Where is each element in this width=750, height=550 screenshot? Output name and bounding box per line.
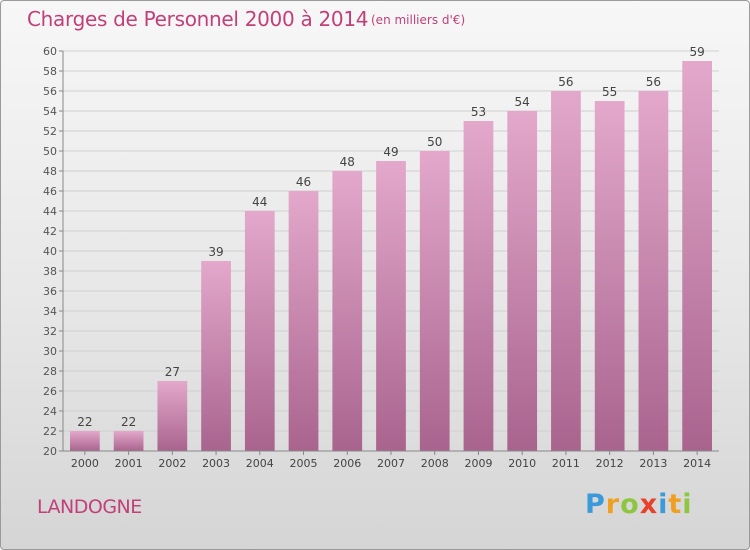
y-tick-label: 52 <box>43 125 57 138</box>
y-tick-label: 42 <box>43 225 57 238</box>
y-tick-label: 40 <box>43 245 57 258</box>
bar-2000 <box>69 431 100 451</box>
bar-2003 <box>201 261 231 451</box>
bar-2011 <box>551 91 581 451</box>
bar-2006 <box>332 171 363 451</box>
x-tick-label-2009: 2009 <box>464 457 492 470</box>
y-tick-label: 26 <box>43 385 57 398</box>
y-tick-label: 38 <box>43 265 57 278</box>
y-tick-label: 34 <box>43 305 57 318</box>
y-tick-label: 30 <box>43 345 57 358</box>
data-label-2012: 55 <box>602 85 617 99</box>
y-tick-label: 44 <box>43 205 57 218</box>
x-tick-label-2010: 2010 <box>508 457 536 470</box>
bar-2005 <box>288 191 319 451</box>
y-tick-label: 50 <box>43 145 57 158</box>
x-tick-label-2006: 2006 <box>333 457 361 470</box>
y-tick-label: 22 <box>43 425 57 438</box>
data-label-2014: 59 <box>689 45 704 59</box>
chart-subtitle: (en milliers d'€) <box>371 13 466 27</box>
bar-2008 <box>419 151 450 451</box>
y-tick-label: 54 <box>43 105 57 118</box>
y-tick-label: 24 <box>43 405 57 418</box>
y-tick-label: 56 <box>43 85 57 98</box>
x-tick-label-2003: 2003 <box>202 457 230 470</box>
data-label-2002: 27 <box>165 365 180 379</box>
x-tick-label-2005: 2005 <box>290 457 318 470</box>
data-label-2007: 49 <box>383 145 398 159</box>
x-tick-label-2013: 2013 <box>639 457 667 470</box>
data-label-2000: 22 <box>77 415 92 429</box>
x-tick-label-2001: 2001 <box>115 457 143 470</box>
x-tick-label-2012: 2012 <box>596 457 624 470</box>
bar-2014 <box>682 61 713 451</box>
y-tick-label: 32 <box>43 325 57 338</box>
commune-name: LANDOGNE <box>37 496 142 518</box>
bar-2001 <box>113 431 144 451</box>
logo-letter: i <box>658 489 669 520</box>
chart-title: Charges de Personnel 2000 à 2014 <box>27 7 369 31</box>
logo-letter: x <box>639 489 659 520</box>
x-tick-label-2004: 2004 <box>246 457 274 470</box>
x-tick-label-2007: 2007 <box>377 457 405 470</box>
bar-2009 <box>463 121 494 451</box>
data-label-2011: 56 <box>558 75 573 89</box>
y-tick-label: 28 <box>43 365 57 378</box>
logo-letter: P <box>585 489 606 520</box>
y-tick-label: 48 <box>43 165 57 178</box>
x-tick-label-2000: 2000 <box>71 457 99 470</box>
bar-2013 <box>638 91 669 451</box>
bar-2004 <box>244 211 275 451</box>
x-tick-label-2011: 2011 <box>552 457 580 470</box>
x-tick-label-2008: 2008 <box>421 457 449 470</box>
bar-2002 <box>157 381 188 451</box>
x-tick-label-2002: 2002 <box>158 457 186 470</box>
x-tick-label-2014: 2014 <box>683 457 711 470</box>
bar-2007 <box>376 161 406 451</box>
proxiti-logo: Proxiti <box>585 489 693 520</box>
y-tick-label: 36 <box>43 285 57 298</box>
data-label-2001: 22 <box>121 415 136 429</box>
data-label-2008: 50 <box>427 135 442 149</box>
logo-letter: i <box>682 489 693 520</box>
y-tick-label: 20 <box>43 445 57 458</box>
data-label-2004: 44 <box>252 195 267 209</box>
data-label-2009: 53 <box>471 105 486 119</box>
data-label-2003: 39 <box>208 245 223 259</box>
data-label-2013: 56 <box>646 75 661 89</box>
y-tick-label: 60 <box>43 45 57 58</box>
data-label-2010: 54 <box>515 95 530 109</box>
data-label-2006: 48 <box>340 155 355 169</box>
logo-letter: r <box>605 489 621 520</box>
y-tick-label: 58 <box>43 65 57 78</box>
y-tick-label: 46 <box>43 185 57 198</box>
logo-letter: o <box>620 489 640 520</box>
logo-letter: t <box>668 489 683 520</box>
bar-2012 <box>594 101 625 451</box>
data-label-2005: 46 <box>296 175 311 189</box>
bar-2010 <box>507 111 538 451</box>
